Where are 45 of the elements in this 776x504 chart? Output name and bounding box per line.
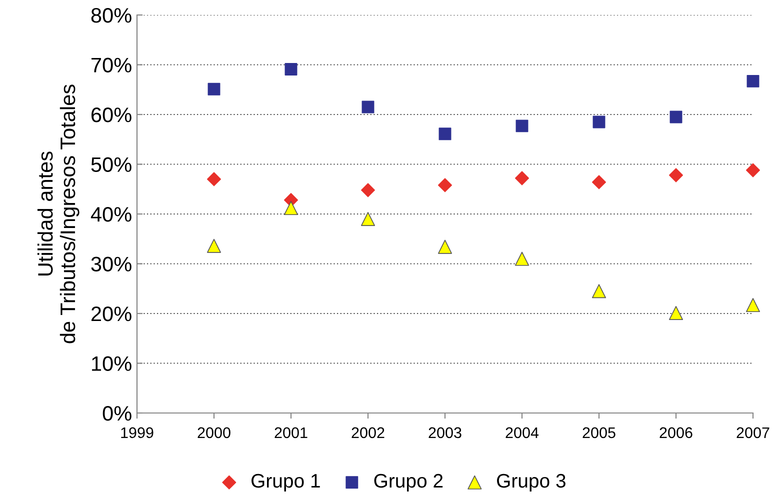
- point: [360, 212, 376, 226]
- y-tick-label: 10%: [92, 356, 132, 372]
- point: [514, 171, 530, 186]
- point: [746, 163, 760, 178]
- point: [206, 238, 222, 253]
- y-tick-label: 50%: [91, 157, 132, 172]
- point: [592, 175, 606, 190]
- y-axis-title: Utilidad antes de Tributos/Ingresos Totales: [37, 84, 80, 344]
- y-tick-label: 70%: [92, 58, 132, 73]
- point: [516, 120, 528, 132]
- point: [362, 100, 374, 114]
- x-tick-label: 2007: [736, 427, 770, 438]
- x-tick-label: 2002: [352, 427, 384, 438]
- x-tick-label: 2004: [506, 427, 539, 438]
- point: [284, 62, 298, 76]
- point: [360, 183, 376, 198]
- x-tick-label: 2005: [582, 427, 616, 438]
- legend-label: Grupo 1: [252, 474, 320, 492]
- y-tick-label: 20%: [91, 306, 132, 322]
- point: [668, 168, 684, 182]
- y-tick-label: 30%: [91, 256, 132, 272]
- y-tick-label: 80%: [91, 8, 132, 23]
- point: [208, 82, 220, 96]
- x-tick-label: 2006: [660, 427, 692, 438]
- point: [668, 306, 684, 320]
- x-tick-label: 2000: [198, 427, 230, 438]
- y-tick-label: 60%: [92, 108, 132, 122]
- point: [592, 116, 606, 128]
- point: [206, 172, 222, 186]
- x-tick-label: 2003: [428, 427, 462, 438]
- legend-label: Grupo 2: [374, 474, 443, 492]
- point: [746, 74, 760, 88]
- y-tick-label: 40%: [90, 207, 132, 222]
- x-tick-label: 1999: [121, 427, 154, 438]
- point: [514, 252, 530, 266]
- point: [438, 128, 452, 140]
- y-tick-label: 0%: [102, 406, 132, 421]
- point: [746, 298, 760, 312]
- point: [438, 240, 452, 254]
- point: [592, 284, 606, 298]
- point: [284, 201, 298, 216]
- point: [670, 110, 682, 124]
- x-tick-label: 2001: [274, 427, 308, 438]
- legend-label: Grupo 3: [497, 474, 566, 492]
- point: [438, 178, 452, 192]
